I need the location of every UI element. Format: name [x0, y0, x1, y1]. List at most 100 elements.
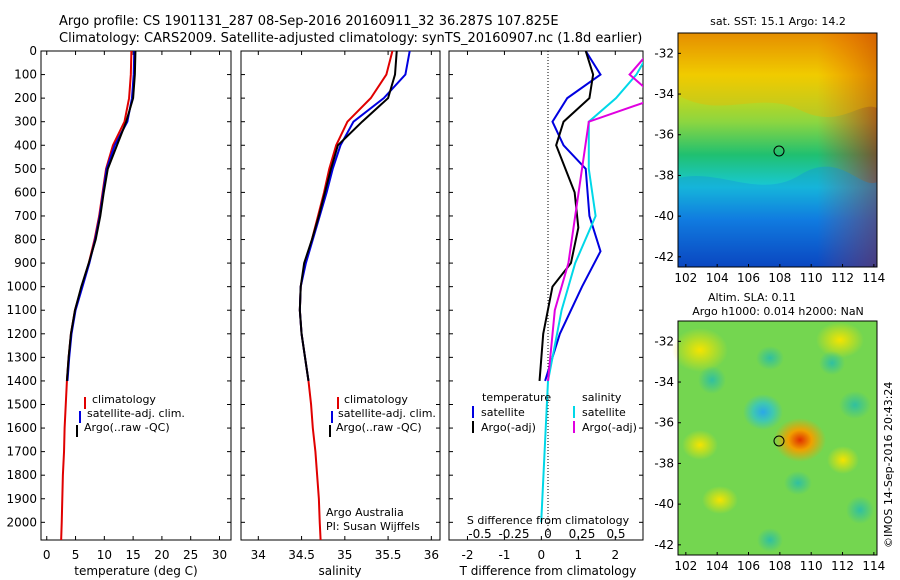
x-tick-label: 20 — [154, 548, 169, 562]
legend-temperature-title: temperature — [482, 391, 551, 404]
lat-tick-label: -42 — [654, 538, 674, 552]
legend-argo: Argo(..raw -QC) — [84, 421, 170, 434]
x-tick-label: 1 — [575, 548, 583, 562]
depth-tick-label: 300 — [14, 115, 37, 129]
series-line-argo-adj- — [538, 51, 595, 382]
legend-satellite-adj: satellite-adj. clim. — [87, 407, 185, 420]
sst-axis-ticks: 102 104 106 108 110 112 114 -32 -34 -36 -38 -40 -42 — [654, 46, 885, 285]
legend-temp-argo: Argo(-adj) — [481, 421, 536, 434]
difference-legend: temperature salinity satellite Argo(-adj… — [472, 391, 637, 434]
x-tick-label: 35 — [337, 548, 352, 562]
lat-tick-label: -34 — [654, 375, 674, 389]
salinity-xlabel: salinity — [318, 564, 361, 578]
lat-tick-label: -40 — [654, 497, 674, 511]
lat-tick-label: -40 — [654, 209, 674, 223]
sla-title-line2: Argo h1000: 0.014 h2000: NaN — [692, 305, 864, 318]
sst-title: sat. SST: 15.1 Argo: 14.2 — [710, 15, 846, 28]
x-tick-label: 25 — [183, 548, 198, 562]
x-tick-label: 10 — [97, 548, 112, 562]
legend-climatology: climatology — [92, 393, 156, 406]
x-tick-label: 34 — [251, 548, 266, 562]
temperature-legend: climatology satellite-adj. clim. Argo(..… — [76, 393, 185, 437]
lat-tick-label: -42 — [654, 250, 674, 264]
sla-title-line1: Altim. SLA: 0.11 — [708, 291, 796, 304]
lat-tick-label: -38 — [654, 456, 674, 470]
temperature-panel: 0100200300400500600700800900100011001200… — [6, 44, 232, 578]
series-line-argo-adj- — [547, 57, 643, 382]
depth-tick-label: 200 — [14, 91, 37, 105]
x-tick-label: 2 — [611, 548, 619, 562]
lat-tick-label: -38 — [654, 168, 674, 182]
depth-tick-label: 700 — [14, 209, 37, 223]
lon-tick-label: 108 — [768, 271, 791, 285]
x-tick-label: -1 — [498, 548, 510, 562]
lon-tick-label: 112 — [831, 271, 854, 285]
series-line-satellite — [540, 61, 643, 523]
lon-tick-label: 104 — [706, 559, 729, 573]
x-tick-label: 36 — [424, 548, 439, 562]
s-tick-label: -0.5 — [468, 527, 491, 541]
x-tick-label: 5 — [72, 548, 80, 562]
x-tick-label: 30 — [212, 548, 227, 562]
depth-tick-label: 800 — [14, 233, 37, 247]
legend-climatology: climatology — [344, 393, 408, 406]
sla-map: Altim. SLA: 0.11 Argo h1000: 0.014 h2000… — [654, 291, 885, 573]
argo-location-marker — [773, 435, 785, 447]
annotation-pi: PI: Susan Wijffels — [326, 520, 420, 533]
legend-sal-satellite: satellite — [582, 406, 626, 419]
lon-tick-label: 106 — [737, 559, 760, 573]
x-tick-label: 15 — [125, 548, 140, 562]
legend-salinity-title: salinity — [582, 391, 622, 404]
legend-argo: Argo(..raw -QC) — [336, 421, 422, 434]
salinity-axis-ticks: 34 34.5 35 35.5 36 — [251, 51, 439, 562]
figure-title-line1: Argo profile: CS 1901131_287 08-Sep-2016… — [59, 14, 559, 29]
series-line-argo-raw-qc- — [298, 51, 398, 382]
lat-tick-label: -32 — [654, 46, 674, 60]
series-line-climatology — [60, 51, 133, 540]
lon-tick-label: 114 — [862, 271, 885, 285]
depth-tick-label: 1100 — [6, 303, 37, 317]
lat-tick-label: -34 — [654, 87, 674, 101]
s-difference-ticks: -0.5 -0.25 0 0.25 0.5 — [468, 527, 625, 541]
difference-depth-ticks — [449, 50, 643, 523]
depth-tick-label: 600 — [14, 185, 37, 199]
figure-title-line2: Climatology: CARS2009. Satellite-adjuste… — [59, 31, 642, 46]
s-tick-label: 0.25 — [569, 527, 596, 541]
depth-tick-label: 1200 — [6, 327, 37, 341]
depth-tick-label: 1600 — [6, 421, 37, 435]
depth-tick-label: 1000 — [6, 280, 37, 294]
legend-sal-argo: Argo(-adj) — [582, 421, 637, 434]
series-line-satellite — [544, 51, 602, 382]
depth-tick-label: 1900 — [6, 492, 37, 506]
lon-tick-label: 102 — [674, 559, 697, 573]
depth-tick-label: 900 — [14, 256, 37, 270]
lon-tick-label: 110 — [800, 271, 823, 285]
difference-axis-ticks: -2 -1 0 1 2 — [461, 51, 619, 562]
sla-axis-ticks: 102 104 106 108 110 112 114 -32 -34 -36 -38 -40 -42 — [654, 334, 885, 573]
s-tick-label: -0.25 — [498, 527, 529, 541]
difference-profiles — [538, 51, 643, 523]
depth-tick-label: 400 — [14, 138, 37, 152]
depth-tick-label: 500 — [14, 162, 37, 176]
x-tick-label: -2 — [461, 548, 473, 562]
x-tick-label: 0 — [538, 548, 546, 562]
lat-tick-label: -32 — [654, 334, 674, 348]
depth-tick-label: 1700 — [6, 445, 37, 459]
depth-tick-label: 1800 — [6, 468, 37, 482]
x-tick-label: 0 — [43, 548, 51, 562]
credit-label: ©IMOS 14-Sep-2016 20:43:24 — [882, 382, 895, 548]
depth-tick-label: 1400 — [6, 374, 37, 388]
annotation-argo-australia: Argo Australia — [326, 506, 404, 519]
sst-map: sat. SST: 15.1 Argo: 14.2 102 104 106 108 11… — [654, 15, 885, 285]
x-tick-label: 35.5 — [375, 548, 402, 562]
legend-satellite-adj: satellite-adj. clim. — [338, 407, 436, 420]
lon-tick-label: 110 — [800, 559, 823, 573]
x-tick-label: 34.5 — [288, 548, 315, 562]
depth-tick-label: 1500 — [6, 397, 37, 411]
lat-tick-label: -36 — [654, 416, 674, 430]
lat-tick-label: -36 — [654, 128, 674, 142]
lon-tick-label: 102 — [674, 271, 697, 285]
series-line-satellite-adj-clim- — [298, 51, 411, 382]
s-difference-label: S difference from climatology — [467, 514, 630, 527]
lon-tick-label: 108 — [768, 559, 791, 573]
